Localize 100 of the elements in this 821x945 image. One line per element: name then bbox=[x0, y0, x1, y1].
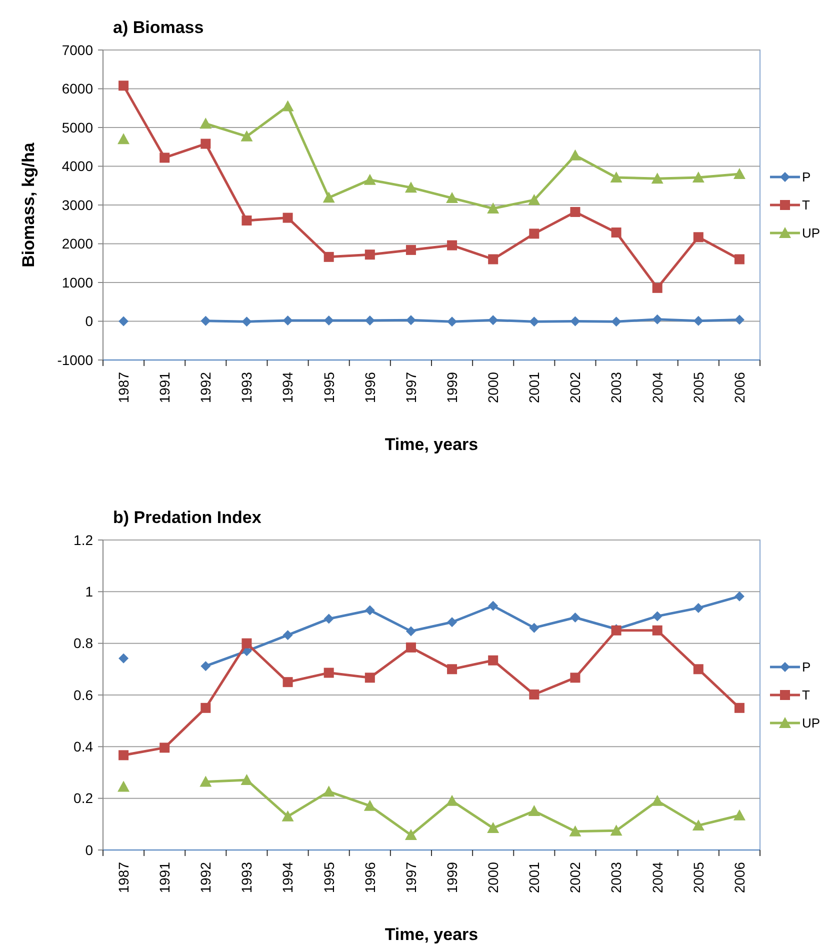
legend-label: P bbox=[802, 170, 811, 185]
y-tick-label: 4000 bbox=[62, 158, 94, 174]
chart-title: b) Predation Index bbox=[113, 508, 262, 527]
y-tick-label: 2000 bbox=[62, 236, 94, 252]
x-tick-label: 1999 bbox=[444, 862, 460, 894]
y-tick-label: 1000 bbox=[62, 274, 94, 290]
point bbox=[118, 316, 129, 326]
point bbox=[406, 626, 416, 636]
point bbox=[487, 822, 500, 834]
y-tick-label: 1 bbox=[85, 584, 94, 600]
x-tick-label: 2003 bbox=[608, 372, 624, 404]
x-tick-label: 1992 bbox=[198, 372, 214, 404]
point bbox=[693, 232, 704, 242]
point bbox=[446, 794, 458, 806]
point bbox=[240, 130, 253, 142]
point bbox=[528, 804, 540, 816]
point bbox=[404, 829, 417, 840]
x-tick-label: 2001 bbox=[526, 372, 542, 404]
point bbox=[200, 776, 212, 787]
point bbox=[406, 244, 416, 255]
x-tick-label: 2004 bbox=[649, 372, 666, 404]
x-axis-title: Time, years bbox=[384, 435, 478, 454]
x-tick-label: 2000 bbox=[484, 862, 501, 894]
point bbox=[282, 315, 293, 326]
point bbox=[447, 240, 458, 250]
point bbox=[447, 664, 458, 674]
point bbox=[324, 315, 334, 326]
point bbox=[322, 192, 335, 203]
point bbox=[570, 316, 580, 326]
point bbox=[569, 825, 582, 836]
point bbox=[242, 316, 252, 327]
point bbox=[651, 794, 664, 806]
x-tick-label: 1987 bbox=[115, 862, 132, 894]
chart-title: a) Biomass bbox=[113, 18, 204, 37]
x-tick-label: 1995 bbox=[320, 862, 337, 894]
point bbox=[364, 672, 375, 683]
point bbox=[282, 100, 294, 112]
point bbox=[364, 250, 375, 260]
point bbox=[118, 653, 129, 664]
point bbox=[570, 612, 580, 622]
point bbox=[447, 316, 458, 327]
x-tick-label: 2004 bbox=[649, 862, 666, 894]
point bbox=[324, 614, 334, 624]
legend-label: UP bbox=[802, 716, 820, 731]
point bbox=[652, 625, 662, 636]
x-tick-label: 2003 bbox=[608, 862, 624, 894]
point bbox=[734, 702, 744, 713]
y-tick-label: 6000 bbox=[62, 80, 94, 97]
x-tick-label: 2005 bbox=[690, 372, 706, 404]
point bbox=[406, 642, 416, 652]
legend-label: UP bbox=[802, 226, 820, 241]
x-tick-label: 1987 bbox=[115, 372, 132, 404]
point bbox=[200, 118, 212, 129]
y-axis-title: Biomass, kg/ha bbox=[18, 142, 38, 268]
point bbox=[446, 192, 458, 204]
point bbox=[652, 611, 662, 622]
y-tick-label: 1.2 bbox=[74, 532, 94, 548]
point bbox=[118, 80, 129, 91]
point bbox=[733, 809, 746, 820]
point bbox=[569, 149, 582, 160]
point bbox=[570, 206, 580, 217]
legend-label: T bbox=[802, 688, 810, 703]
point bbox=[734, 591, 744, 602]
y-tick-label: 0 bbox=[85, 313, 94, 330]
legend-label: T bbox=[802, 198, 810, 213]
y-tick-label: 0.4 bbox=[74, 738, 94, 755]
x-tick-label: 1999 bbox=[444, 372, 460, 404]
point bbox=[118, 750, 129, 760]
y-tick-label: 3000 bbox=[62, 196, 94, 213]
point bbox=[324, 252, 334, 262]
point bbox=[200, 316, 211, 326]
point bbox=[282, 630, 293, 640]
point bbox=[324, 668, 334, 678]
x-tick-label: 1994 bbox=[280, 372, 296, 404]
point bbox=[160, 742, 170, 753]
point bbox=[693, 316, 704, 326]
point bbox=[529, 689, 540, 700]
point bbox=[529, 228, 540, 239]
point bbox=[610, 171, 622, 182]
point bbox=[610, 824, 622, 836]
point bbox=[118, 780, 130, 792]
point bbox=[406, 315, 416, 326]
x-tick-label: 2000 bbox=[484, 372, 501, 404]
point bbox=[240, 774, 253, 785]
x-tick-label: 1993 bbox=[238, 862, 255, 894]
point bbox=[652, 314, 662, 324]
x-tick-label: 1991 bbox=[156, 372, 172, 404]
x-tick-label: 1994 bbox=[280, 862, 296, 894]
point bbox=[488, 254, 498, 264]
x-tick-label: 1997 bbox=[402, 372, 419, 404]
point bbox=[364, 605, 375, 616]
point bbox=[364, 174, 376, 185]
x-tick-label: 2002 bbox=[567, 862, 584, 894]
point bbox=[282, 677, 293, 688]
point bbox=[322, 786, 335, 797]
point bbox=[611, 316, 622, 327]
point bbox=[242, 638, 252, 648]
y-tick-label: 7000 bbox=[62, 42, 94, 58]
point bbox=[528, 194, 540, 205]
point bbox=[693, 602, 704, 613]
